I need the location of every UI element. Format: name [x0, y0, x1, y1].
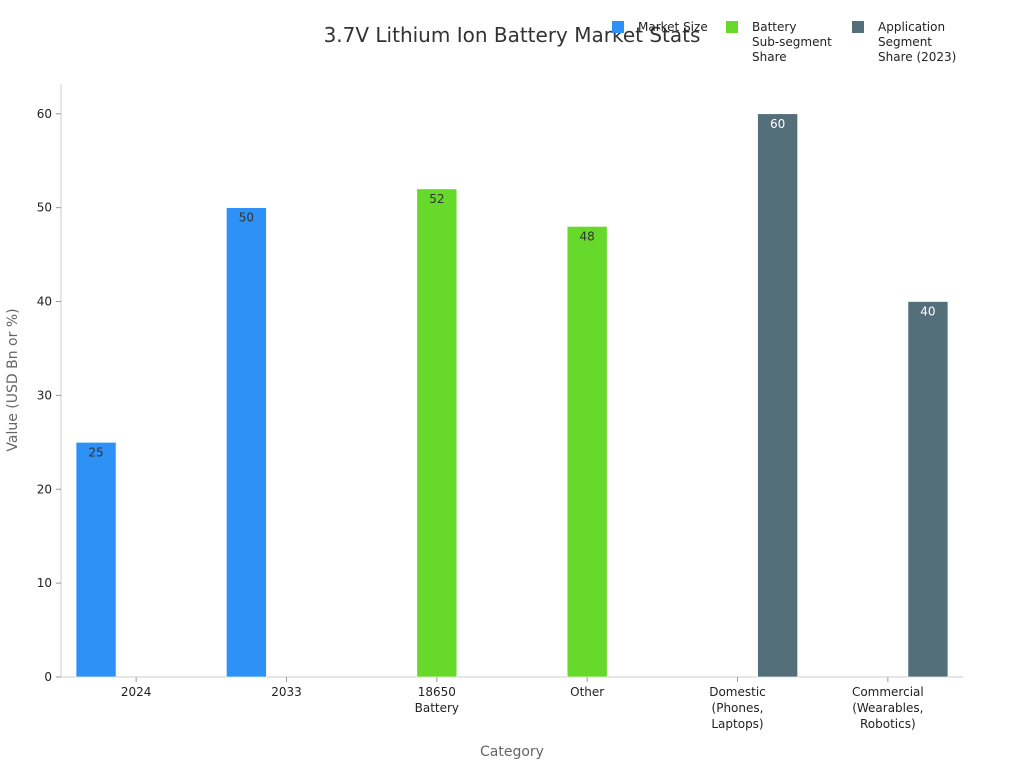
y-tick-label: 0 [44, 670, 52, 684]
legend-swatch [612, 21, 624, 33]
bar [907, 301, 949, 678]
y-tick-label: 50 [37, 201, 52, 215]
x-tick-label: 18650 Battery [415, 685, 459, 715]
legend-label: Battery Sub-segment Share [752, 20, 832, 64]
y-tick-label: 60 [37, 107, 52, 121]
x-tick-label: Other [570, 685, 604, 699]
y-tick-label: 10 [37, 576, 52, 590]
legend-swatch [852, 21, 864, 33]
bar-data-label: 60 [770, 117, 785, 131]
x-tick-label: 2024 [121, 685, 152, 699]
y-tick-label: 20 [37, 482, 52, 496]
y-ticks: 0 10 20 30 40 50 60 [37, 107, 61, 684]
bar-data-label: 50 [239, 211, 254, 225]
x-tick-label: Commercial (Wearables, Robotics) [852, 685, 924, 731]
y-axis-label: Value (USD Bn or %) [5, 308, 21, 451]
legend-swatch [726, 21, 738, 33]
legend-label: Market Size [638, 20, 708, 34]
bars: 25 50 52 48 60 40 [75, 113, 949, 678]
bar [757, 113, 798, 678]
bar-data-label: 25 [88, 445, 103, 459]
bar [416, 188, 458, 678]
bar [75, 442, 117, 678]
chart-title: 3.7V Lithium Ion Battery Market Stats [324, 23, 701, 47]
legend-label: Application Segment Share (2023) [878, 20, 956, 64]
x-axis-label: Category [480, 744, 544, 760]
x-tick-label: 2033 [271, 685, 302, 699]
x-tick-label: Domestic (Phones, Laptops) [709, 685, 766, 731]
x-ticks: 2024 2033 18650 Battery Other Domestic (Phones… [121, 677, 924, 731]
bar [226, 207, 267, 678]
y-tick-label: 40 [37, 295, 52, 309]
y-tick-label: 30 [37, 388, 52, 402]
bar-data-label: 52 [429, 192, 444, 206]
legend: Market Size Battery Sub-segment Share Applic… [612, 20, 956, 64]
bar [566, 226, 608, 678]
bar-data-label: 40 [920, 305, 935, 319]
bar-data-label: 48 [580, 229, 595, 243]
